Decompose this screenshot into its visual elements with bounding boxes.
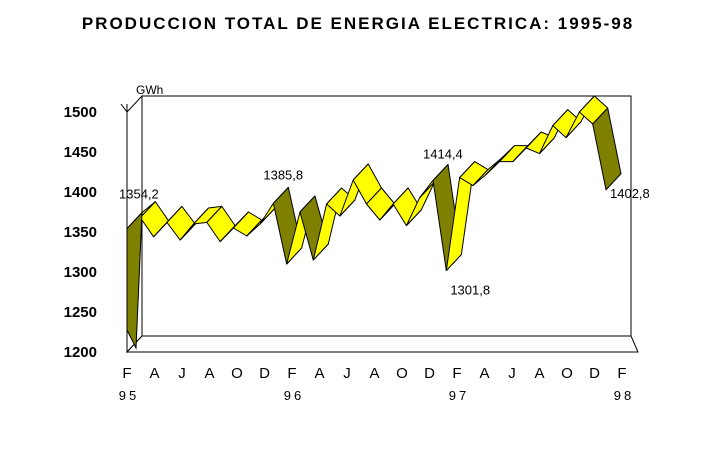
data-ribbon [126, 95, 622, 350]
x-tick-label: F [617, 365, 626, 382]
y-tick-label: 1350 [64, 224, 97, 241]
y-tick-label: 1500 [64, 104, 97, 121]
data-label: 1354,2 [119, 187, 159, 202]
x-tick-label: F [122, 365, 131, 382]
y-tick-label: 1450 [64, 144, 97, 161]
ribbon-segment [139, 201, 170, 238]
chart-title: PRODUCCION TOTAL DE ENERGIA ELECTRICA: 1… [81, 14, 635, 33]
y-axis-unit: GWh [136, 83, 163, 97]
x-tick-label: A [479, 365, 489, 382]
x-tick-label: J [508, 365, 516, 382]
x-tick-label: F [452, 365, 461, 382]
x-tick-label: A [204, 365, 214, 382]
year-label: 95 [119, 388, 139, 403]
ribbon-segment [499, 145, 529, 163]
x-tick-label: A [534, 365, 544, 382]
floor [125, 335, 639, 353]
y-axis-ticks: 1200 1250 1300 1350 1400 1450 1500 GWh [64, 83, 164, 361]
data-label: 1414,4 [423, 146, 463, 161]
data-labels: 1354,2 1385,8 1414,4 1301,8 1402,8 [119, 146, 650, 297]
left-wall-top-edge [120, 103, 128, 113]
x-tick-label: D [424, 365, 435, 382]
x-tick-label: A [369, 365, 379, 382]
year-labels: 95 96 97 98 [119, 388, 634, 403]
data-label: 1402,8 [610, 186, 650, 201]
x-tick-label: A [149, 365, 159, 382]
x-tick-label: D [259, 365, 270, 382]
year-label: 98 [614, 388, 634, 403]
data-label: 1301,8 [450, 283, 490, 298]
x-tick-label: O [396, 365, 408, 382]
x-tick-label: J [343, 365, 351, 382]
x-tick-label: O [231, 365, 243, 382]
year-label: 97 [449, 388, 469, 403]
y-tick-label: 1300 [64, 264, 97, 281]
x-tick-label: O [561, 365, 573, 382]
x-tick-label: J [178, 365, 186, 382]
year-label: 96 [284, 388, 304, 403]
chart-walls [120, 94, 639, 354]
y-tick-label: 1400 [64, 184, 97, 201]
ribbon-start-cap [126, 211, 143, 350]
data-label: 1385,8 [263, 167, 303, 182]
ribbon-segment [592, 107, 622, 191]
x-tick-label: F [287, 365, 296, 382]
x-tick-label: D [589, 365, 600, 382]
x-tick-label: A [314, 365, 324, 382]
y-tick-label: 1250 [64, 304, 97, 321]
y-tick-label: 1200 [64, 344, 97, 361]
ribbon-segment [166, 205, 196, 241]
